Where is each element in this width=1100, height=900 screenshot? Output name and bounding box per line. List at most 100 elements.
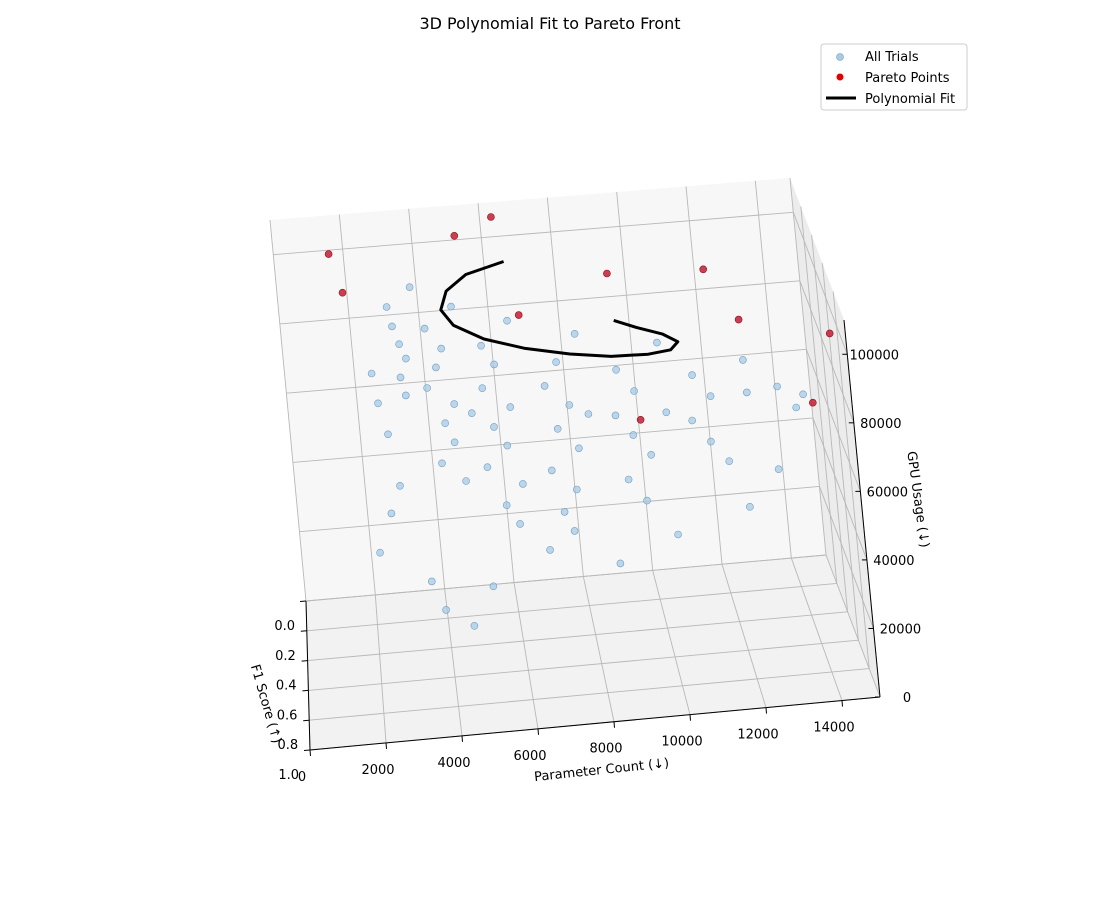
trial-point (374, 399, 382, 408)
gpu-axis-line (843, 319, 881, 698)
grid-line-param-back (616, 191, 654, 571)
legend: All Trials Pareto Points Polynomial Fit (820, 43, 968, 111)
trial-point (420, 324, 429, 333)
x-axis-label: F1 Score (↑) (247, 663, 284, 745)
grid-line-gpu-back (299, 486, 820, 533)
grid-line-param-floor (721, 564, 767, 708)
param-tick-mark (613, 721, 615, 728)
trial-point (629, 431, 638, 439)
trial-point (467, 409, 476, 418)
grid-line-f1-side (832, 291, 870, 669)
trial-point (470, 621, 479, 630)
trial-point (688, 371, 696, 379)
grid-line-f1-side (821, 263, 859, 641)
param-tick-mark (841, 700, 843, 707)
trial-point (396, 373, 405, 382)
grid-line-gpu-side (812, 417, 868, 561)
y-axis-label: Parameter Count (↓) (533, 756, 669, 785)
trial-point (506, 403, 515, 411)
trial-point (643, 496, 651, 505)
grid-line-param-floor (582, 576, 615, 722)
trial-point (376, 548, 384, 557)
floor-pane (306, 555, 880, 750)
data-marks (324, 213, 834, 630)
trial-point (612, 365, 620, 374)
trial-point (547, 466, 556, 475)
trial-point (450, 400, 459, 408)
trial-point (570, 527, 579, 535)
grid-line-f1-floor (307, 611, 848, 662)
param-tick-label: 10000 (661, 735, 702, 750)
trial-point (396, 481, 404, 490)
f1-tick-mark (303, 719, 310, 722)
pareto-point (338, 288, 347, 297)
f1-tick-mark (302, 689, 309, 692)
grid-line-param-back (685, 186, 723, 565)
trial-point (707, 437, 715, 446)
trial-point (395, 340, 403, 349)
pareto-point (514, 311, 523, 319)
trial-point (773, 382, 781, 391)
back-pane (270, 178, 826, 601)
trial-point (478, 384, 487, 393)
trial-point (799, 390, 807, 399)
param-tick-mark (689, 714, 691, 721)
grid-line-gpu-side (805, 349, 861, 492)
axis-panes (270, 178, 880, 750)
trial-point (382, 303, 391, 311)
gpu-tick-label: 100000 (849, 348, 899, 363)
trial-point (489, 582, 498, 591)
gpu-tick-label: 60000 (867, 485, 908, 500)
grid-line-gpu-side (819, 486, 874, 629)
trial-point (503, 316, 511, 325)
trial-point (624, 475, 633, 484)
trial-point (502, 501, 511, 510)
param-tick-mark (461, 735, 463, 742)
grid-line-gpu-back (286, 348, 807, 394)
legend-pareto-label: Pareto Points (865, 71, 950, 86)
grid-line-param-back (338, 214, 376, 595)
axis-lines (305, 319, 881, 751)
f1-tick-label: 0.4 (276, 679, 297, 694)
trial-point (570, 329, 579, 338)
trial-point (450, 438, 459, 447)
trial-point (616, 559, 625, 568)
pareto-point (324, 250, 333, 258)
trial-point (462, 477, 470, 485)
trial-point (503, 441, 512, 450)
param-tick-mark (765, 707, 767, 714)
f1-tick-label: 0.2 (275, 649, 296, 664)
trial-point (584, 410, 593, 418)
trial-point (442, 606, 450, 614)
grid-line-gpu-side (792, 212, 848, 355)
pareto-point (699, 265, 708, 274)
gpu-tick-label: 80000 (860, 417, 901, 432)
trial-point (792, 403, 801, 412)
trial-point (490, 423, 498, 431)
param-tick-label: 14000 (813, 721, 854, 736)
param-tick-label: 4000 (437, 756, 470, 771)
grid-line-param-floor (790, 557, 843, 701)
trial-point (630, 387, 638, 395)
trial-point (437, 344, 446, 353)
pareto-point (603, 269, 611, 278)
trial-point (438, 459, 446, 468)
legend-all-trials-label: All Trials (865, 50, 919, 65)
trial-point (725, 457, 734, 466)
polynomial-fit-line (439, 260, 680, 358)
trial-point (384, 430, 392, 439)
param-tick-label: 6000 (513, 749, 546, 764)
trial-point (611, 411, 620, 420)
trial-point (674, 530, 682, 539)
grid-line-gpu-back (292, 417, 813, 463)
grid-line-f1-floor (308, 639, 859, 691)
param-tick-mark (537, 728, 539, 735)
trial-point (405, 283, 414, 292)
trial-point (447, 302, 455, 311)
grid-line-f1-floor (309, 668, 870, 721)
trial-point (490, 360, 498, 369)
f1-tick-mark (299, 600, 307, 602)
trial-point (519, 480, 527, 488)
grid-line-gpu-back (279, 280, 800, 325)
